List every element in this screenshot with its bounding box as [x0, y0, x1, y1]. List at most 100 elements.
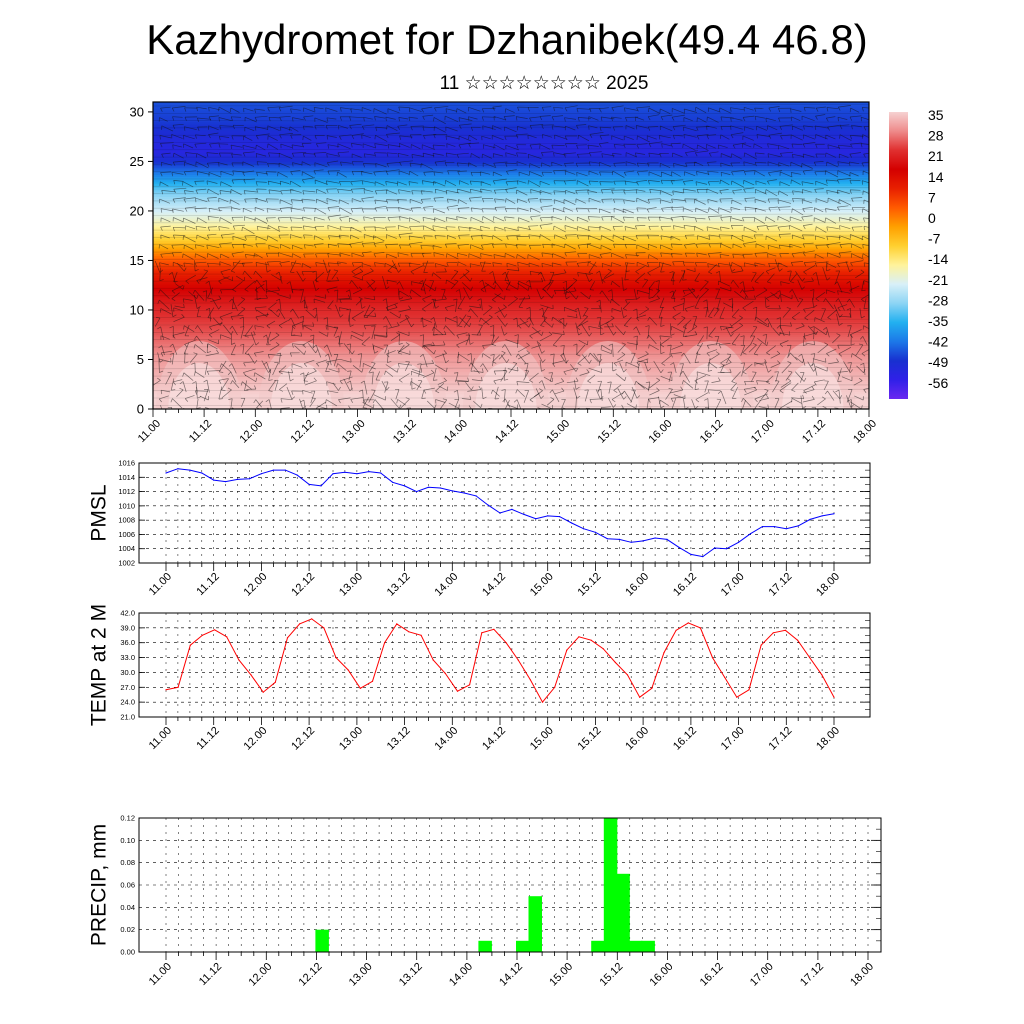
wind-barb — [302, 190, 316, 193]
wind-barb — [731, 268, 736, 272]
wind-barb — [589, 108, 592, 113]
wind-barb — [327, 206, 340, 208]
wind-barb — [563, 153, 566, 158]
wind-barb — [228, 398, 233, 400]
wind-barb — [505, 189, 508, 193]
wind-barb — [613, 198, 616, 204]
wind-barb — [536, 340, 543, 354]
temp-data-point — [505, 642, 507, 644]
wind-barb — [636, 171, 640, 176]
wind-barb — [743, 179, 755, 186]
wind-barb — [656, 387, 660, 391]
wind-barb — [849, 362, 852, 372]
wind-barb — [517, 125, 527, 130]
wind-barb — [170, 304, 174, 317]
wind-barb — [267, 107, 270, 112]
wind-barb — [195, 134, 197, 139]
precip-bar — [603, 818, 618, 952]
wind-barb — [327, 253, 342, 256]
section-temperature-band — [153, 292, 869, 296]
wind-barb — [826, 107, 829, 112]
wind-barb — [630, 353, 636, 364]
wind-barb — [635, 335, 638, 350]
wind-barb — [404, 361, 410, 372]
wind-barb — [183, 197, 196, 200]
wind-barb — [210, 298, 222, 303]
wind-barb — [326, 162, 330, 167]
wind-barb — [492, 262, 494, 267]
wind-barb — [576, 354, 581, 357]
wind-barb — [347, 294, 351, 299]
wind-barb — [469, 296, 473, 300]
wind-barb — [725, 354, 732, 364]
wind-barb — [327, 262, 330, 267]
wind-barb — [196, 106, 207, 110]
wind-barb — [433, 117, 435, 122]
wind-barb — [563, 287, 567, 299]
wind-barb — [399, 162, 402, 166]
wind-barb — [454, 279, 459, 282]
wind-barb — [398, 189, 400, 194]
wind-barb — [815, 331, 819, 335]
wind-barb — [302, 344, 307, 348]
wind-barb — [765, 298, 770, 302]
wind-barb — [493, 116, 507, 121]
wind-barb — [635, 280, 640, 284]
wind-barb — [268, 152, 271, 157]
contour-line — [153, 317, 869, 320]
wind-barb — [173, 217, 184, 223]
wind-barb — [837, 116, 848, 120]
wind-barb — [765, 118, 767, 123]
wind-barb — [575, 295, 579, 300]
wind-barb — [303, 225, 317, 229]
wind-barb — [265, 198, 268, 203]
wind-barb — [196, 277, 208, 281]
wind-barb — [636, 314, 647, 319]
pmsl-data-point — [475, 495, 477, 497]
wind-barb — [270, 309, 279, 318]
wind-barb — [397, 262, 400, 267]
wind-barb — [185, 395, 195, 399]
pmsl-data-point — [821, 515, 823, 517]
section-temperature-band — [153, 172, 869, 175]
wind-barb — [611, 116, 622, 119]
wind-barb — [728, 298, 733, 301]
wind-barb — [457, 390, 460, 401]
wind-barb — [541, 107, 545, 112]
wind-barb — [764, 388, 769, 391]
wind-barb — [754, 170, 756, 175]
wind-barb — [648, 397, 660, 400]
wind-barb — [218, 295, 222, 300]
wind-barb — [552, 262, 562, 266]
wind-barb — [541, 172, 544, 177]
pmsl-data-point — [356, 473, 358, 475]
wind-barb — [682, 279, 687, 281]
wind-barb — [563, 199, 576, 206]
wind-barb — [159, 244, 169, 250]
wind-barb — [683, 188, 696, 192]
wind-barb — [409, 225, 424, 228]
wind-barb — [197, 217, 207, 224]
x-tick-label: 11.12 — [194, 571, 221, 598]
y-tick-label: 39.0 — [120, 623, 135, 632]
wind-barb — [703, 326, 708, 329]
wind-barb — [860, 269, 865, 273]
wind-barb — [400, 298, 412, 302]
x-tick-label: 14.12 — [480, 725, 508, 753]
wind-barb — [546, 280, 554, 291]
wind-barb — [272, 362, 279, 376]
wind-barb — [458, 199, 468, 205]
wind-barb — [804, 309, 815, 319]
wind-barb — [599, 321, 601, 335]
wind-barb — [220, 234, 224, 239]
wind-barb — [659, 216, 661, 222]
wind-barb — [791, 397, 804, 400]
wind-barb — [753, 217, 756, 222]
wind-barb — [730, 180, 733, 185]
wind-barb — [271, 274, 281, 281]
wind-barb — [374, 190, 378, 195]
wind-barb — [386, 125, 398, 132]
wind-barb — [446, 262, 449, 267]
wind-barb — [732, 243, 742, 249]
wind-barb — [824, 217, 827, 222]
